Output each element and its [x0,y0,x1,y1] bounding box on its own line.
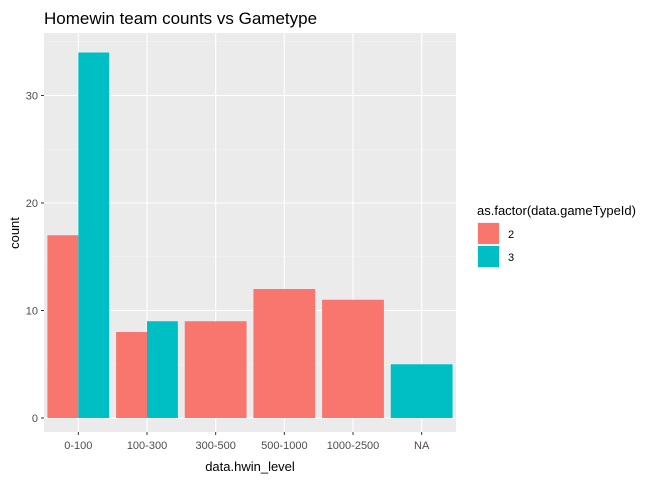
bars [47,52,453,418]
x-tick-label: NA [414,440,430,452]
x-tick-label: 300-500 [195,440,235,452]
bar-0-100-series-3 [78,52,110,418]
x-tick-label: 1000-2500 [327,440,380,452]
plot-panel [44,33,456,432]
y-tick-label: 0 [32,413,38,425]
bar-100-300-series-2 [116,332,147,418]
legend-title: as.factor(data.gameTypeId) [477,203,636,218]
x-axis-title: data.hwin_level [205,459,295,474]
bar-0-100-series-2 [47,235,79,418]
legend-swatch [478,246,499,267]
legend-swatch [478,223,499,244]
y-axis-title: count [7,217,22,249]
x-tick-label: 500-1000 [261,440,308,452]
y-tick-label: 10 [26,306,38,318]
y-tick-label: 20 [26,198,38,210]
legend-label: 3 [508,252,514,264]
legend-label: 2 [508,229,514,241]
bar-NA-series-3 [390,364,453,418]
legend: as.factor(data.gameTypeId) 2 3 [477,203,636,268]
x-axis: 0-100 100-300 300-500 500-1000 1000-2500 NA [64,432,430,452]
y-tick-label: 30 [26,91,38,103]
bar-300-500-series-2 [184,321,247,418]
bar-500-1000-series-2 [253,289,316,418]
x-tick-label: 0-100 [64,440,92,452]
y-axis: 0 10 20 30 [26,91,44,425]
bar-100-300-series-3 [147,321,178,418]
x-tick-label: 100-300 [127,440,167,452]
chart-title: Homewin team counts vs Gametype [44,9,317,28]
bar-1000-2500-series-2 [322,299,384,418]
